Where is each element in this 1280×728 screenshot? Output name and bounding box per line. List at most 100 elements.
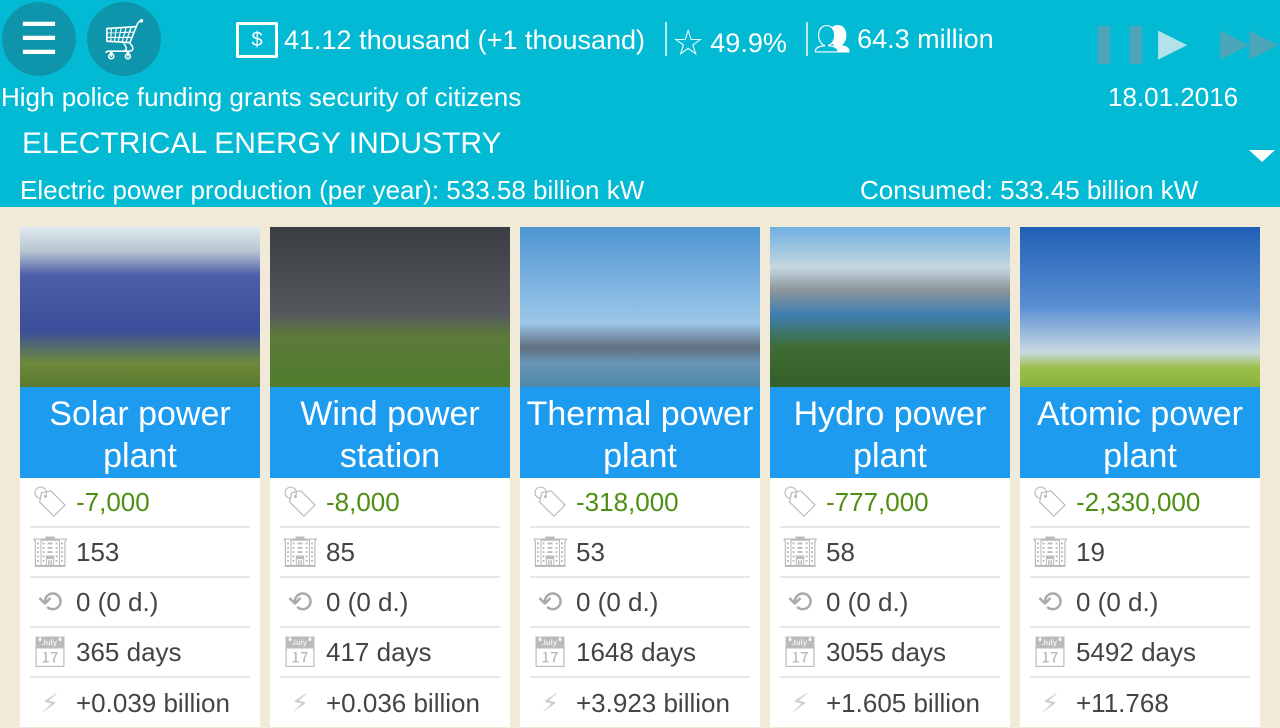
coin-cycle-icon: ⟲ — [37, 585, 63, 619]
output-row: ⚡︎ +0.039 billion — [30, 678, 250, 728]
output-value: +11.768 — [1076, 687, 1169, 718]
cost-row: 🏷︎ -777,000 — [780, 478, 1000, 528]
output-row: ⚡︎ +0.036 billion — [280, 678, 500, 728]
buildings-icon: 🏢︎ — [780, 535, 820, 569]
plant-card[interactable]: Wind power station 🏷︎ -8,000 🏢︎ 85 ⟲ 0 (0 d… — [270, 227, 510, 727]
cost-row: 🏷︎ -2,330,000 — [1030, 478, 1250, 528]
count-value: 85 — [326, 536, 355, 567]
cost-value: -7,000 — [76, 486, 150, 517]
fast-forward-button[interactable]: ▶▶ — [1220, 20, 1278, 65]
cart-icon: 🛒︎ — [98, 17, 150, 62]
play-button[interactable]: ▶ — [1158, 20, 1187, 65]
divider — [806, 22, 808, 56]
build-time-row: 📅︎ 1648 days — [530, 628, 750, 678]
cost-row: 🏷︎ -318,000 — [530, 478, 750, 528]
plant-title: Thermal power plant — [520, 387, 760, 478]
pause-icon: ❚❚ — [1088, 22, 1152, 64]
price-tag-icon: 🏷︎ — [530, 485, 570, 519]
industry-title: ELECTRICAL ENERGY INDUSTRY — [22, 127, 502, 160]
income-row: ⟲ 0 (0 d.) — [30, 578, 250, 628]
count-value: 19 — [1076, 536, 1105, 567]
price-tag-icon: 🏷︎ — [780, 485, 820, 519]
plant-image — [770, 227, 1010, 387]
plant-title: Wind power station — [270, 387, 510, 478]
calendar-icon: 📅︎ — [280, 635, 320, 669]
income-row: ⟲ 0 (0 d.) — [530, 578, 750, 628]
plant-image — [1020, 227, 1260, 387]
population-value: 64.3 million — [857, 24, 994, 54]
cost-value: -8,000 — [326, 486, 400, 517]
cost-value: -777,000 — [826, 486, 929, 517]
income-value: 0 (0 d.) — [1076, 586, 1159, 617]
build-time-row: 📅︎ 5492 days — [1030, 628, 1250, 678]
expand-dropdown-icon[interactable] — [1249, 150, 1275, 162]
income-row: ⟲ 0 (0 d.) — [780, 578, 1000, 628]
output-row: ⚡︎ +11.768 — [1030, 678, 1250, 728]
calendar-icon: 📅︎ — [30, 635, 70, 669]
date: 18.01.2016 — [1108, 82, 1239, 112]
build-time-value: 417 days — [326, 636, 432, 667]
plant-image — [520, 227, 760, 387]
calendar-icon: 📅︎ — [530, 635, 570, 669]
buildings-icon: 🏢︎ — [280, 535, 320, 569]
price-tag-icon: 🏷︎ — [30, 485, 70, 519]
count-row: 🏢︎ 53 — [530, 528, 750, 578]
production-text: Electric power production (per year): 53… — [20, 175, 645, 205]
rating-value: 49.9% — [710, 27, 787, 58]
money-stat: $41.12 thousand (+1 thousand) — [236, 22, 645, 58]
plant-title: Solar power plant — [20, 387, 260, 478]
output-value: +1.605 billion — [826, 687, 980, 718]
plant-card[interactable]: Thermal power plant 🏷︎ -318,000 🏢︎ 53 ⟲ 0 (… — [520, 227, 760, 727]
cost-row: 🏷︎ -7,000 — [30, 478, 250, 528]
pause-button[interactable]: ❚❚ — [1088, 20, 1152, 65]
people-icon: 👥︎ — [813, 23, 852, 56]
income-value: 0 (0 d.) — [826, 586, 909, 617]
count-value: 153 — [76, 536, 120, 567]
divider — [665, 22, 667, 56]
play-icon: ▶ — [1158, 22, 1188, 64]
coin-cycle-icon: ⟲ — [1037, 585, 1063, 619]
build-time-value: 3055 days — [826, 636, 946, 667]
income-value: 0 (0 d.) — [576, 586, 659, 617]
power-output-icon: ⚡︎ — [1040, 687, 1060, 718]
build-time-value: 1648 days — [576, 636, 696, 667]
plant-image — [20, 227, 260, 387]
output-row: ⚡︎ +1.605 billion — [780, 678, 1000, 728]
build-time-row: 📅︎ 417 days — [280, 628, 500, 678]
output-value: +0.036 billion — [326, 687, 480, 718]
plant-image — [270, 227, 510, 387]
top-bar: ☰ 🛒︎ $41.12 thousand (+1 thousand) ☆ 49.9… — [0, 0, 1280, 207]
money-icon: $ — [236, 22, 278, 58]
coin-cycle-icon: ⟲ — [537, 585, 563, 619]
output-row: ⚡︎ +3.923 billion — [530, 678, 750, 728]
output-value: +0.039 billion — [76, 687, 230, 718]
calendar-icon: 📅︎ — [1030, 635, 1070, 669]
money-value: 41.12 thousand (+1 thousand) — [284, 24, 646, 55]
cost-row: 🏷︎ -8,000 — [280, 478, 500, 528]
rating-stat: ☆ 49.9% — [672, 22, 787, 64]
power-output-icon: ⚡︎ — [540, 687, 560, 718]
count-value: 58 — [826, 536, 855, 567]
buildings-icon: 🏢︎ — [1030, 535, 1070, 569]
calendar-icon: 📅︎ — [780, 635, 820, 669]
population-stat: 👥︎ 64.3 million — [813, 22, 994, 57]
coin-cycle-icon: ⟲ — [287, 585, 313, 619]
plant-card[interactable]: Hydro power plant 🏷︎ -777,000 🏢︎ 58 ⟲ 0 (0 … — [770, 227, 1010, 727]
plant-card[interactable]: Atomic power plant 🏷︎ -2,330,000 🏢︎ 19 ⟲ 0 … — [1020, 227, 1260, 727]
fast-forward-icon: ▶▶ — [1220, 22, 1279, 64]
build-time-row: 📅︎ 365 days — [30, 628, 250, 678]
plant-card[interactable]: Solar power plant 🏷︎ -7,000 🏢︎ 153 ⟲ 0 (0 d… — [20, 227, 260, 727]
income-row: ⟲ 0 (0 d.) — [1030, 578, 1250, 628]
power-output-icon: ⚡︎ — [290, 687, 310, 718]
shop-button[interactable]: 🛒︎ — [87, 2, 161, 76]
menu-button[interactable]: ☰ — [2, 2, 76, 76]
price-tag-icon: 🏷︎ — [280, 485, 320, 519]
build-time-value: 5492 days — [1076, 636, 1196, 667]
cost-value: -2,330,000 — [1076, 486, 1201, 517]
count-row: 🏢︎ 19 — [1030, 528, 1250, 578]
power-output-icon: ⚡︎ — [790, 687, 810, 718]
build-time-row: 📅︎ 3055 days — [780, 628, 1000, 678]
power-output-icon: ⚡︎ — [40, 687, 60, 718]
coin-cycle-icon: ⟲ — [787, 585, 813, 619]
star-icon: ☆ — [672, 22, 705, 63]
